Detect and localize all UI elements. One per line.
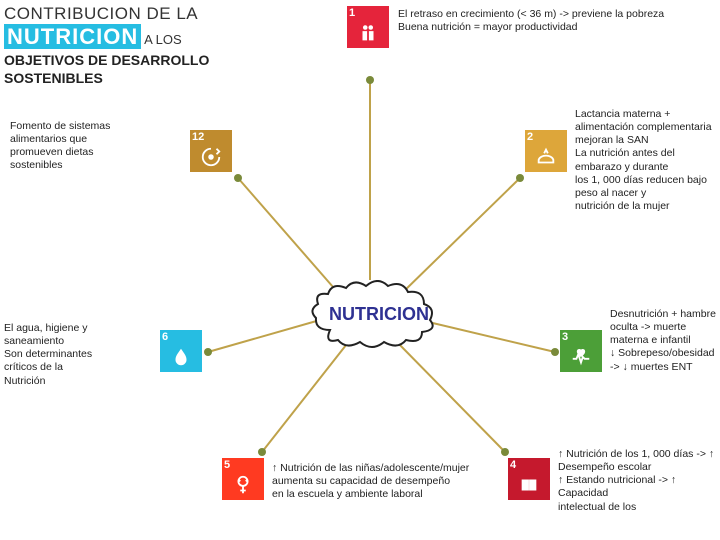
- connector-dot: [551, 348, 559, 356]
- sdg-box-3: 3: [560, 330, 602, 372]
- annotation-sdg3: Desnutrición + hambre oculta -> muerte m…: [610, 308, 718, 374]
- title-block: CONTRIBUCION DE LA NUTRICION A LOS OBJET…: [4, 4, 264, 86]
- sdg-icon: [510, 471, 548, 498]
- sdg-number: 4: [510, 460, 548, 471]
- sdg-box-6: 6: [160, 330, 202, 372]
- sdg-number: 6: [162, 332, 200, 343]
- sdg-box-2: 2: [525, 130, 567, 172]
- connector-dot: [366, 76, 374, 84]
- annotation-sdg6: El agua, higiene ysaneamientoSon determi…: [4, 322, 154, 388]
- annotation-sdg12: Fomento de sistemasalimentarios quepromu…: [10, 120, 180, 173]
- connector-dot: [204, 348, 212, 356]
- sdg-icon: [527, 143, 565, 170]
- annotation-sdg5: ↑ Nutrición de las niñas/adolescente/muj…: [272, 462, 512, 501]
- sdg-number: 12: [192, 132, 230, 143]
- title-line3a: OBJETIVOS DE DESARROLLO: [4, 52, 264, 68]
- sdg-number: 5: [224, 460, 262, 471]
- title-a-los: A LOS: [141, 32, 181, 47]
- annotation-sdg1: El retraso en crecimiento (< 36 m) -> pr…: [398, 8, 698, 34]
- connector-dot: [501, 448, 509, 456]
- title-line2: NUTRICION A LOS: [4, 24, 264, 50]
- title-line3b: SOSTENIBLES: [4, 70, 264, 86]
- sdg-icon: [192, 143, 230, 170]
- sdg-number: 2: [527, 132, 565, 143]
- sdg-icon: [224, 471, 262, 498]
- annotation-sdg2: Lactancia materna + alimentación complem…: [575, 108, 717, 213]
- sdg-box-12: 12: [190, 130, 232, 172]
- center-cloud-label: NUTRICION: [324, 304, 434, 325]
- connector-dot: [234, 174, 242, 182]
- sdg-icon: [562, 343, 600, 370]
- annotation-sdg4: ↑ Nutrición de los 1, 000 días -> ↑ Dese…: [558, 448, 718, 514]
- sdg-box-4: 4: [508, 458, 550, 500]
- sdg-number: 3: [562, 332, 600, 343]
- sdg-number: 1: [349, 8, 387, 19]
- sdg-icon: [162, 343, 200, 370]
- sdg-box-1: 1: [347, 6, 389, 48]
- connector-dot: [516, 174, 524, 182]
- sdg-icon: [349, 19, 387, 46]
- connector-dot: [258, 448, 266, 456]
- title-nutricion-highlight: NUTRICION: [4, 24, 141, 49]
- sdg-box-5: 5: [222, 458, 264, 500]
- title-line1: CONTRIBUCION DE LA: [4, 4, 264, 24]
